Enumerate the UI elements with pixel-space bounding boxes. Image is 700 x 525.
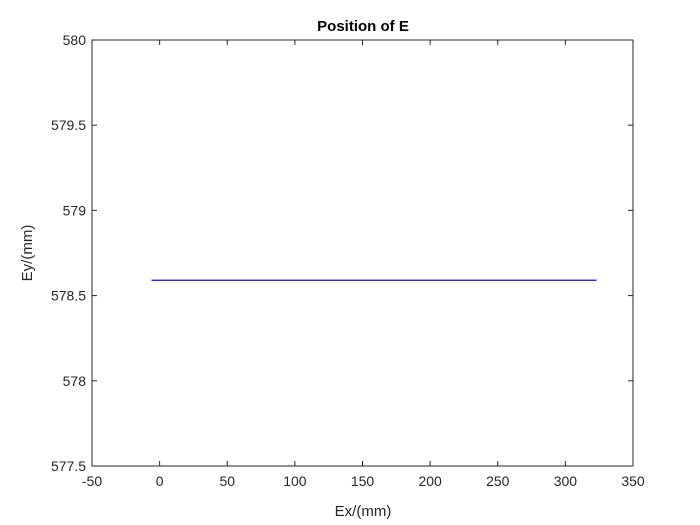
x-tick-label: 200 bbox=[418, 473, 442, 489]
x-tick-label: 250 bbox=[486, 473, 510, 489]
y-tick-label: 580 bbox=[63, 32, 87, 48]
x-tick-label: 50 bbox=[219, 473, 235, 489]
plot-frame bbox=[91, 39, 634, 467]
y-axis: 577.5 578 578.5 579 579.5 580 bbox=[51, 32, 633, 474]
x-axis: -50 0 50 100 150 200 250 300 350 bbox=[82, 40, 645, 489]
y-tick-label: 578.5 bbox=[51, 288, 86, 304]
y-tick-label: 579 bbox=[63, 202, 87, 218]
x-tick-label: 150 bbox=[351, 473, 375, 489]
plot-area: -50 0 50 100 150 200 250 300 350 577.5578578.557… bbox=[51, 32, 645, 489]
chart-title: Position of E bbox=[317, 18, 409, 35]
y-tick-label: 579.5 bbox=[51, 117, 86, 133]
y-axis-label: Ey/(mm) bbox=[19, 225, 36, 282]
y-tick-label: 578 bbox=[63, 373, 87, 389]
x-tick-label: 350 bbox=[621, 473, 645, 489]
x-tick-label: -50 bbox=[82, 473, 102, 489]
y-tick-label: 577.5 bbox=[51, 458, 86, 474]
x-tick-label: 300 bbox=[554, 473, 578, 489]
x-tick-label: 0 bbox=[156, 473, 164, 489]
x-tick-label: 100 bbox=[283, 473, 307, 489]
x-axis-label: Ex/(mm) bbox=[335, 503, 392, 520]
